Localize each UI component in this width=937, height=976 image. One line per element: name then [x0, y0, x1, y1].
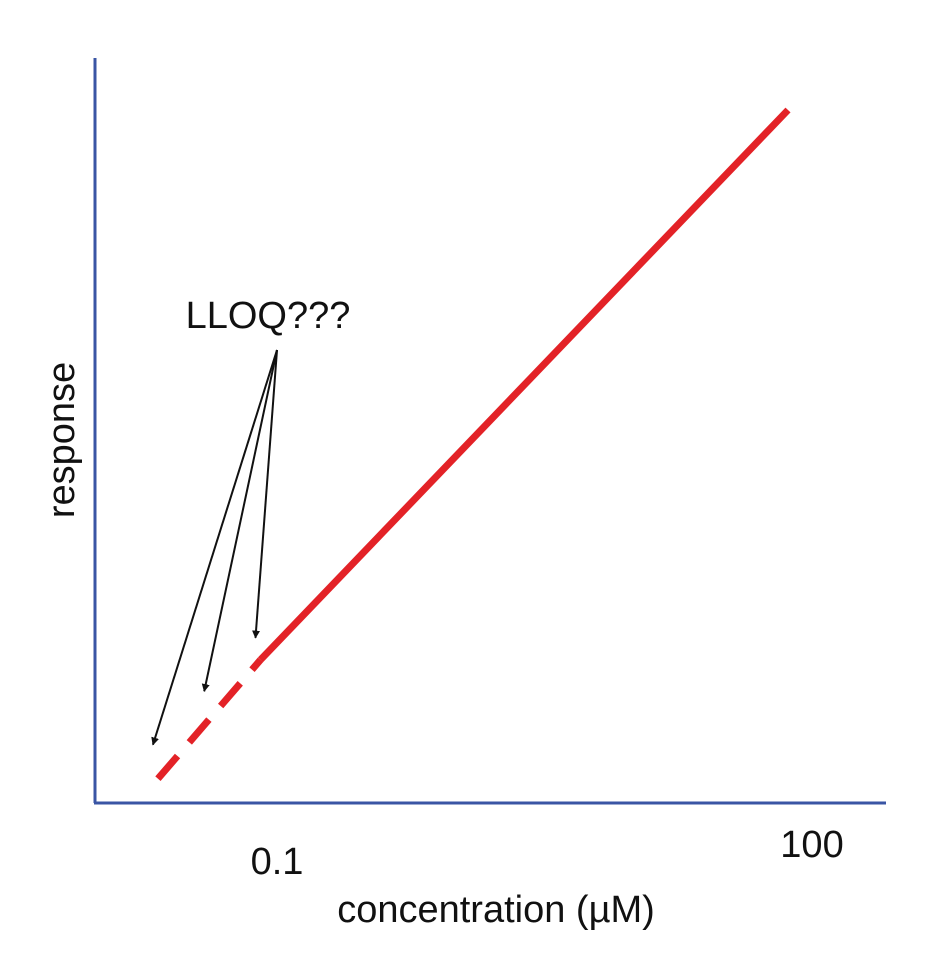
series-line-solid [257, 107, 791, 663]
x-axis-label: concentration (µM) [337, 889, 655, 931]
lloq-arrow-1 [252, 349, 278, 639]
y-axis-label: response [41, 362, 83, 518]
lloq-arrow-2 [201, 349, 278, 693]
lloq-annotation: LLOQ??? [186, 295, 351, 337]
x-tick-label-100: 100 [780, 824, 843, 866]
series-line-dashed [155, 657, 264, 781]
lloq-arrow-3 [151, 349, 278, 746]
arrow-layer [151, 349, 278, 746]
series-layer [155, 107, 791, 781]
x-tick-label-0.1: 0.1 [251, 841, 304, 883]
